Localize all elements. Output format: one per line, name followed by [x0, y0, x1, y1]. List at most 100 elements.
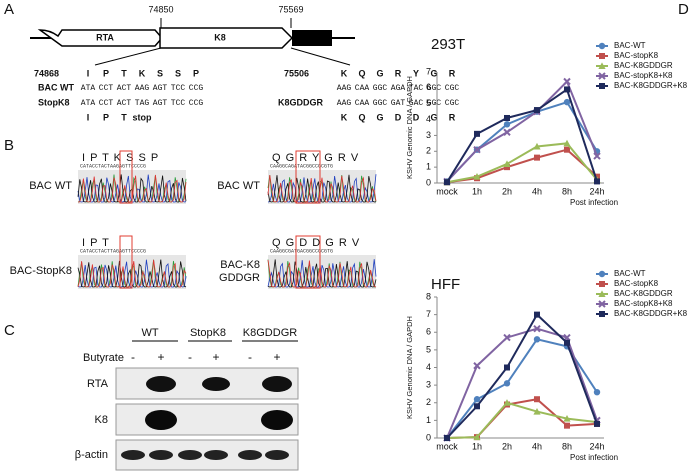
- chart-title: HFF: [431, 276, 460, 293]
- trace: [267, 174, 377, 203]
- codon: ATA: [81, 84, 96, 93]
- y-tick-label: 0: [426, 432, 431, 442]
- amino-acid: Q: [358, 112, 365, 122]
- amino-acid: G: [430, 68, 437, 78]
- amino-acid: G: [430, 112, 437, 122]
- marker: [563, 333, 571, 342]
- row-label: β-actin: [75, 449, 108, 461]
- row-label: K8: [95, 414, 108, 426]
- marker: [503, 380, 511, 387]
- row-label: BAC WT: [217, 180, 260, 192]
- y-tick-label: 3: [426, 130, 431, 140]
- amino-acid: P: [193, 68, 199, 78]
- legend-label: BAC-stopK8: [614, 51, 659, 60]
- panel-label: A: [4, 1, 14, 18]
- codon: GGC: [427, 84, 442, 93]
- marker: [444, 179, 450, 186]
- codon: TCC: [171, 99, 186, 108]
- y-tick-label: 3: [426, 380, 431, 390]
- coordinate: 74850: [148, 4, 173, 14]
- marker: [598, 72, 606, 80]
- legend-label: BAC-stopK8: [614, 279, 659, 288]
- codon: CCT: [99, 99, 114, 108]
- row-label: K8GDDGR: [278, 97, 324, 107]
- sign: -: [131, 350, 135, 364]
- legend-label: BAC-WT: [614, 41, 646, 50]
- x-axis-label: Post infection: [570, 198, 618, 207]
- amino-acid: K: [341, 68, 348, 78]
- sign: +: [157, 350, 164, 364]
- marker: [563, 77, 571, 86]
- row-label: BAC WT: [29, 180, 72, 192]
- marker: [533, 336, 541, 343]
- x-tick-label: mock: [436, 441, 458, 451]
- marker: [598, 290, 606, 297]
- x-tick-label: 8h: [562, 441, 572, 451]
- codon: AGT: [153, 84, 168, 93]
- gene-label: K8: [214, 32, 226, 42]
- x-axis-label: Post infection: [570, 453, 618, 462]
- marker: [533, 407, 541, 415]
- position: 74868: [34, 68, 59, 78]
- codon: ATA: [81, 99, 96, 108]
- marker: [533, 325, 541, 333]
- marker: [598, 42, 606, 50]
- highlight-box: [295, 235, 321, 289]
- x-tick-label: 2h: [502, 186, 512, 196]
- codon: CCG: [189, 99, 204, 108]
- row-label: RTA: [87, 378, 109, 390]
- marker: [564, 422, 570, 429]
- amino-acid: T: [121, 68, 127, 78]
- series-line: [446, 87, 598, 183]
- row-label: BAC WT: [38, 82, 74, 92]
- y-tick-label: 5: [426, 98, 431, 108]
- sequence-aa: I P T: [82, 237, 110, 249]
- marker: [503, 121, 511, 128]
- marker: [503, 333, 511, 342]
- chart-title: 293T: [431, 36, 465, 53]
- marker: [594, 420, 600, 427]
- marker: [504, 164, 510, 171]
- gene-label: RTA: [96, 32, 114, 42]
- trace: [267, 259, 377, 288]
- marker: [563, 98, 571, 106]
- x-tick-label: 4h: [532, 441, 542, 451]
- y-axis-label: KSHV Genomic DNA / GAPDH: [405, 316, 414, 419]
- sequence-aa: I P T K S S P: [82, 152, 159, 164]
- marker: [598, 62, 606, 69]
- row-label: BAC-StopK8: [10, 265, 72, 277]
- trace: [267, 259, 377, 288]
- coordinate: 75569: [278, 4, 303, 14]
- amino-acid: Q: [358, 68, 365, 78]
- sign: +: [212, 350, 219, 364]
- codon: CGC: [445, 99, 460, 108]
- sequence-nt: CAAGGCGATGACGGCCGCGTG: [270, 248, 333, 254]
- highlight-box: [119, 150, 133, 204]
- marker: [594, 178, 600, 185]
- marker: [473, 396, 481, 403]
- y-tick-label: 2: [426, 397, 431, 407]
- y-tick-label: 5: [426, 344, 431, 354]
- y-tick-label: 0: [426, 177, 431, 187]
- x-tick-label: 1h: [472, 186, 482, 196]
- highlight-box: [119, 235, 133, 289]
- codon: ACT: [117, 99, 132, 108]
- marker: [563, 139, 571, 147]
- gene-map: [30, 18, 355, 66]
- codon: CAA: [355, 84, 370, 93]
- row-label: StopK8: [38, 97, 70, 107]
- codon: TAG: [135, 99, 150, 108]
- amino-acid: P: [103, 68, 109, 78]
- trace: [267, 174, 377, 203]
- legend-label: BAC-K8GDDGR+K8: [614, 309, 688, 318]
- marker: [503, 160, 511, 167]
- sequence-aa: Q G D D G R V: [272, 237, 360, 249]
- marker: [599, 281, 605, 287]
- trace: [267, 259, 377, 288]
- codon: TCC: [171, 84, 186, 93]
- marker: [503, 128, 511, 136]
- codon: ACT: [117, 84, 132, 93]
- marker: [473, 433, 481, 441]
- highlight-box: [295, 150, 321, 204]
- series-line: [446, 338, 598, 439]
